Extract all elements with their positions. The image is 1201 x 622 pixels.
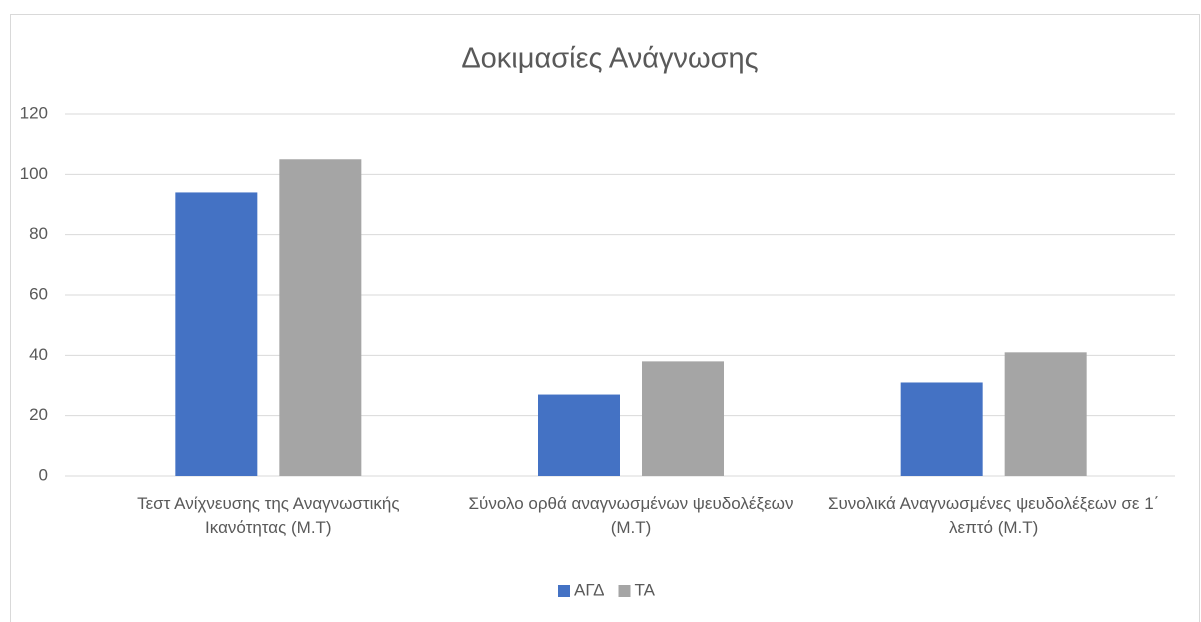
chart-frame [10,14,1200,622]
bar [642,361,724,476]
y-tick-label: 20 [29,405,48,424]
legend-label: ΑΓΔ [574,580,605,599]
y-tick-label: 100 [20,164,48,183]
x-tick-label: Σύνολο ορθά αναγνωσμένων ψευδολέξεων (Μ.… [468,494,794,537]
y-tick-label: 60 [29,284,48,303]
y-tick-label: 80 [29,224,48,243]
chart-title: Δοκιμασίες Ανάγνωσης [461,43,758,75]
bar [538,394,620,476]
legend-label: ΤΑ [635,580,656,599]
legend-swatch [558,585,570,597]
y-tick-label: 120 [20,103,48,122]
bar [279,159,362,476]
bar [900,382,983,476]
x-tick-label: Τεστ Ανίχνευσης της Αναγνωστικής Ικανότη… [137,494,400,537]
y-tick-label: 40 [29,345,48,364]
legend-swatch [618,585,631,597]
bar [1004,352,1087,476]
x-tick-label: Συνολικά Αναγνωσμένες ψευδολέξεων σε 1΄ … [827,494,1160,537]
bar [175,192,258,476]
y-tick-label: 0 [39,465,48,484]
